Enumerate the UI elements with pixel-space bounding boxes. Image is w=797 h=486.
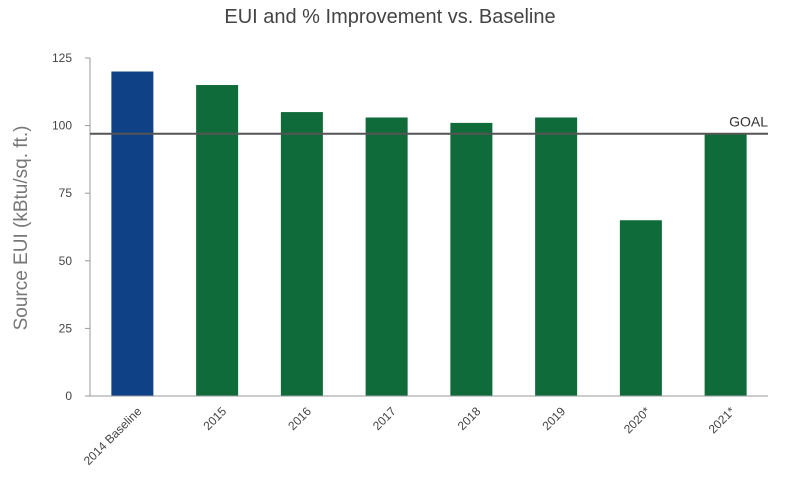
bar-2015 (196, 85, 239, 396)
y-tick-label: 0 (65, 389, 72, 403)
x-tick-label: 2015 (200, 404, 229, 433)
bar-2014-baseline (111, 71, 154, 397)
bar-2020 (619, 220, 662, 396)
y-tick-label: 125 (52, 51, 72, 65)
y-axis-label: Source EUI (kBtu/sq. ft.) (11, 126, 32, 331)
y-tick-label: 25 (59, 321, 73, 335)
goal-label: GOAL (729, 114, 768, 130)
bar-2016 (280, 112, 323, 396)
x-tick-label: 2021* (706, 404, 738, 436)
x-tick-label: 2014 Baseline (81, 404, 145, 468)
bar-2019 (535, 117, 578, 396)
x-tick-label: 2016 (285, 404, 314, 433)
bar-2021 (704, 133, 747, 396)
bar-2018 (450, 122, 493, 396)
y-tick-label: 75 (59, 186, 73, 200)
y-tick-label: 100 (52, 119, 72, 133)
x-tick-label: 2019 (539, 404, 568, 433)
x-tick-label: 2020* (621, 404, 653, 436)
bar-2017 (365, 117, 408, 396)
y-tick-label: 50 (59, 254, 73, 268)
x-tick-label: 2017 (370, 404, 399, 433)
x-tick-label: 2018 (455, 404, 484, 433)
chart-title: EUI and % Improvement vs. Baseline (224, 6, 556, 28)
